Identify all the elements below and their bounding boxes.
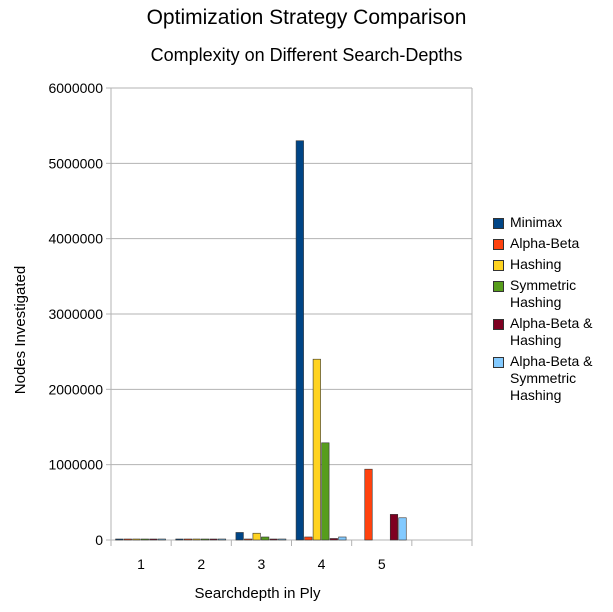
bar-alpha-beta-5 xyxy=(364,468,373,541)
legend-swatch xyxy=(493,239,504,250)
bar-alpha-beta-symmetric-hashing-5 xyxy=(398,517,407,541)
legend-label: Symmetric Hashing xyxy=(510,277,577,310)
bar-alpha-beta-hashing-2 xyxy=(209,538,218,541)
bar-symmetric-hashing-4 xyxy=(321,442,330,541)
bar-alpha-beta-hashing-5 xyxy=(389,514,399,541)
bar-minimax-1 xyxy=(115,538,124,541)
legend-item: Hashing xyxy=(493,256,610,273)
legend-label: Alpha-Beta & Symmetric Hashing xyxy=(510,353,593,403)
legend-label: Alpha-Beta xyxy=(510,235,580,251)
y-tick-label: 3000000 xyxy=(48,306,103,322)
bar-hashing-1 xyxy=(132,538,141,541)
bar-alpha-beta-4 xyxy=(304,536,313,541)
x-axis-label: Searchdepth in Ply xyxy=(195,585,321,602)
legend-swatch xyxy=(493,319,504,330)
bar-symmetric-hashing-2 xyxy=(200,538,210,541)
bar-hashing-2 xyxy=(192,538,201,541)
x-tick-label: 2 xyxy=(197,556,205,572)
bar-alpha-beta-symmetric-hashing-4 xyxy=(338,536,347,541)
bar-minimax-4 xyxy=(295,140,304,541)
bar-minimax-2 xyxy=(175,538,184,541)
y-tick-label: 1000000 xyxy=(48,457,103,473)
legend-swatch xyxy=(493,260,504,271)
bar-alpha-beta-symmetric-hashing-2 xyxy=(217,538,227,541)
legend-item: Alpha-Beta & Hashing xyxy=(493,315,610,349)
legend-swatch xyxy=(493,218,504,229)
bar-symmetric-hashing-3 xyxy=(261,536,270,541)
bar-minimax-3 xyxy=(235,532,244,541)
bar-alpha-beta-hashing-1 xyxy=(149,538,158,541)
legend-item: Symmetric Hashing xyxy=(493,277,610,311)
legend-label: Minimax xyxy=(510,214,563,230)
legend-label: Hashing xyxy=(510,256,562,272)
x-tick-label: 3 xyxy=(258,556,266,572)
y-tick-label: 2000000 xyxy=(48,381,103,397)
legend-item: Minimax xyxy=(493,214,610,231)
chart-title: Optimization Strategy Comparison xyxy=(146,6,467,29)
y-tick-label: 5000000 xyxy=(48,155,103,171)
legend-item: Alpha-Beta & Symmetric Hashing xyxy=(493,353,610,404)
bar-alpha-beta-2 xyxy=(183,538,193,541)
y-tick-label: 4000000 xyxy=(48,231,103,247)
bar-alpha-beta-3 xyxy=(244,538,253,541)
bar-alpha-beta-symmetric-hashing-3 xyxy=(278,538,287,541)
legend-swatch xyxy=(493,357,504,368)
chart-subtitle: Complexity on Different Search-Depths xyxy=(150,45,463,65)
bar-hashing-4 xyxy=(312,358,321,541)
legend-item: Alpha-Beta xyxy=(493,235,610,252)
y-tick-label: 6000000 xyxy=(48,80,103,96)
x-tick-label: 5 xyxy=(378,556,386,572)
bar-hashing-3 xyxy=(252,532,261,541)
bar-symmetric-hashing-1 xyxy=(140,538,149,541)
bar-alpha-beta-1 xyxy=(123,538,132,541)
bar-alpha-beta-hashing-3 xyxy=(269,538,278,541)
bar-alpha-beta-hashing-4 xyxy=(329,538,338,541)
chart-legend: Minimax Alpha-Beta Hashing Symmetric Hashin… xyxy=(493,214,610,408)
x-tick-label: 4 xyxy=(318,556,326,572)
x-tick-label: 1 xyxy=(137,556,145,572)
legend-label: Alpha-Beta & Hashing xyxy=(510,315,593,348)
y-axis-label: Nodes Investigated xyxy=(12,266,29,394)
bar-alpha-beta-symmetric-hashing-1 xyxy=(157,538,166,541)
y-tick-label: 0 xyxy=(95,532,103,548)
legend-swatch xyxy=(493,281,504,292)
